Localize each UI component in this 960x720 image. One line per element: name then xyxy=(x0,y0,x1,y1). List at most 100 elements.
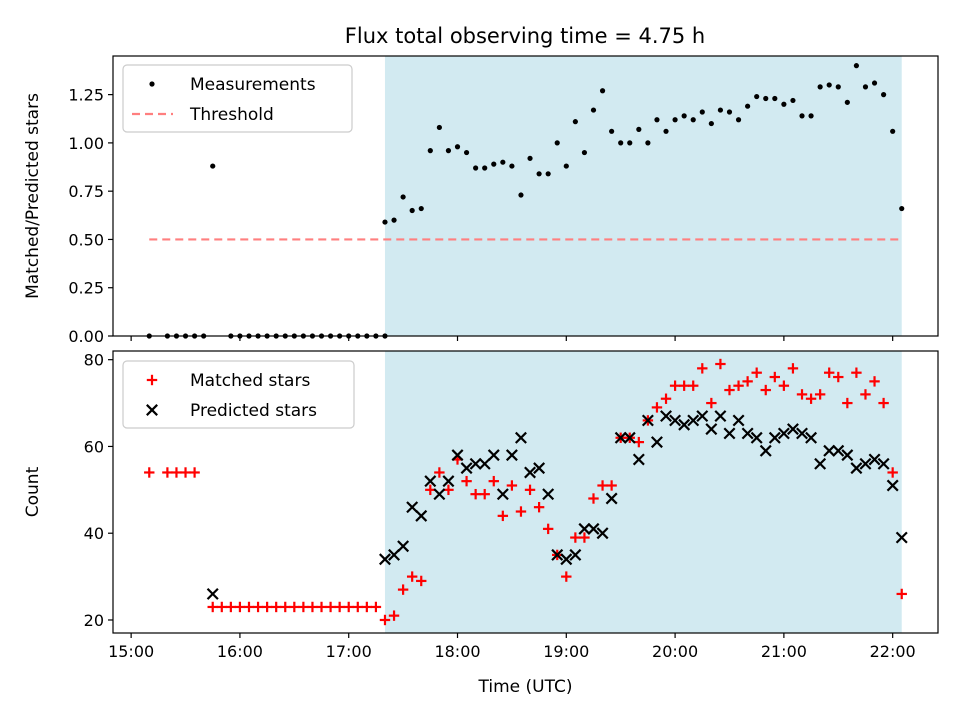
data-point xyxy=(796,389,808,400)
data-point xyxy=(645,140,651,146)
data-point xyxy=(817,84,823,90)
data-point xyxy=(796,427,808,440)
data-point xyxy=(370,601,382,613)
data-point xyxy=(814,457,827,470)
data-point xyxy=(162,467,173,478)
data-point xyxy=(542,488,555,501)
data-point xyxy=(597,480,608,491)
data-point xyxy=(406,501,419,514)
bottom-panel: 20 40 60 80 15:00 16:00 17:00 18:00 19:00 20:00 21… xyxy=(23,350,939,697)
data-point xyxy=(605,492,618,505)
data-point xyxy=(433,488,446,501)
data-point xyxy=(636,126,642,132)
data-point xyxy=(572,119,578,125)
data-point xyxy=(896,588,907,600)
data-point xyxy=(853,63,860,69)
data-point xyxy=(623,431,636,444)
data-point xyxy=(545,171,551,177)
data-point xyxy=(482,165,488,171)
data-point xyxy=(478,457,491,470)
data-point xyxy=(587,522,600,535)
data-point xyxy=(524,466,537,479)
legend: Matched stars Predicted stars xyxy=(122,360,355,429)
data-point xyxy=(688,380,699,391)
data-point xyxy=(697,363,708,374)
data-point xyxy=(808,113,814,119)
data-point xyxy=(379,553,391,566)
y-tick-label: 0.00 xyxy=(68,327,104,346)
legend-box xyxy=(122,64,353,133)
data-point xyxy=(551,548,564,561)
data-point xyxy=(660,410,672,423)
data-point xyxy=(868,453,881,466)
data-point xyxy=(388,610,400,621)
data-point xyxy=(171,467,182,478)
data-point xyxy=(424,475,437,488)
figure-title: Flux total observing time = 4.75 h xyxy=(345,24,705,48)
data-point xyxy=(786,423,799,436)
data-point xyxy=(210,163,216,169)
data-point xyxy=(533,501,545,513)
data-point xyxy=(777,427,790,440)
data-point xyxy=(627,140,633,146)
data-point xyxy=(451,449,464,462)
data-point xyxy=(578,522,591,535)
data-point xyxy=(890,128,896,134)
data-point xyxy=(641,414,654,427)
data-point xyxy=(650,436,663,449)
data-point xyxy=(316,601,327,613)
x-tick-label: 16:00 xyxy=(217,642,263,661)
data-point xyxy=(252,601,264,613)
data-point xyxy=(696,410,709,423)
data-point xyxy=(790,97,796,104)
data-point xyxy=(869,376,880,387)
data-point xyxy=(509,163,515,169)
data-point xyxy=(699,109,705,115)
legend-box xyxy=(122,360,355,429)
data-point xyxy=(388,548,401,561)
data-point xyxy=(560,553,573,566)
data-point xyxy=(527,155,533,161)
series-matched-stars xyxy=(144,358,907,626)
data-point xyxy=(180,467,191,478)
data-point xyxy=(445,148,452,154)
data-point xyxy=(663,128,669,134)
data-point xyxy=(899,205,905,212)
data-point xyxy=(243,601,255,613)
y-tick-label: 20 xyxy=(84,611,104,630)
data-point xyxy=(491,161,497,167)
data-point xyxy=(708,120,714,127)
observing-window-shade xyxy=(384,56,902,336)
data-point xyxy=(261,601,273,613)
data-point xyxy=(654,117,660,123)
data-point xyxy=(781,101,787,107)
data-point xyxy=(805,431,818,444)
data-point xyxy=(418,205,424,212)
data-point xyxy=(596,527,609,540)
data-point xyxy=(632,453,645,466)
data-point xyxy=(391,217,397,223)
data-point xyxy=(409,207,415,214)
x-tick-label: 18:00 xyxy=(434,642,480,661)
y-axis-label: Matched/Predicted stars xyxy=(23,93,43,299)
y-tick-label: 1.25 xyxy=(68,86,104,105)
data-point xyxy=(488,475,499,487)
data-point xyxy=(207,601,218,613)
data-point xyxy=(745,103,751,109)
data-point xyxy=(851,367,862,378)
data-point xyxy=(741,427,754,440)
data-point xyxy=(826,82,832,88)
data-point xyxy=(434,467,445,478)
data-point xyxy=(669,380,681,391)
data-point xyxy=(842,397,853,409)
data-point xyxy=(778,380,790,391)
y-tick-label: 1.00 xyxy=(68,134,104,153)
data-point xyxy=(563,163,569,169)
data-point xyxy=(581,149,588,156)
y-tick-label: 80 xyxy=(84,351,104,370)
data-point xyxy=(307,601,318,613)
data-point xyxy=(497,510,509,522)
data-point xyxy=(672,117,678,123)
data-point xyxy=(463,149,470,156)
